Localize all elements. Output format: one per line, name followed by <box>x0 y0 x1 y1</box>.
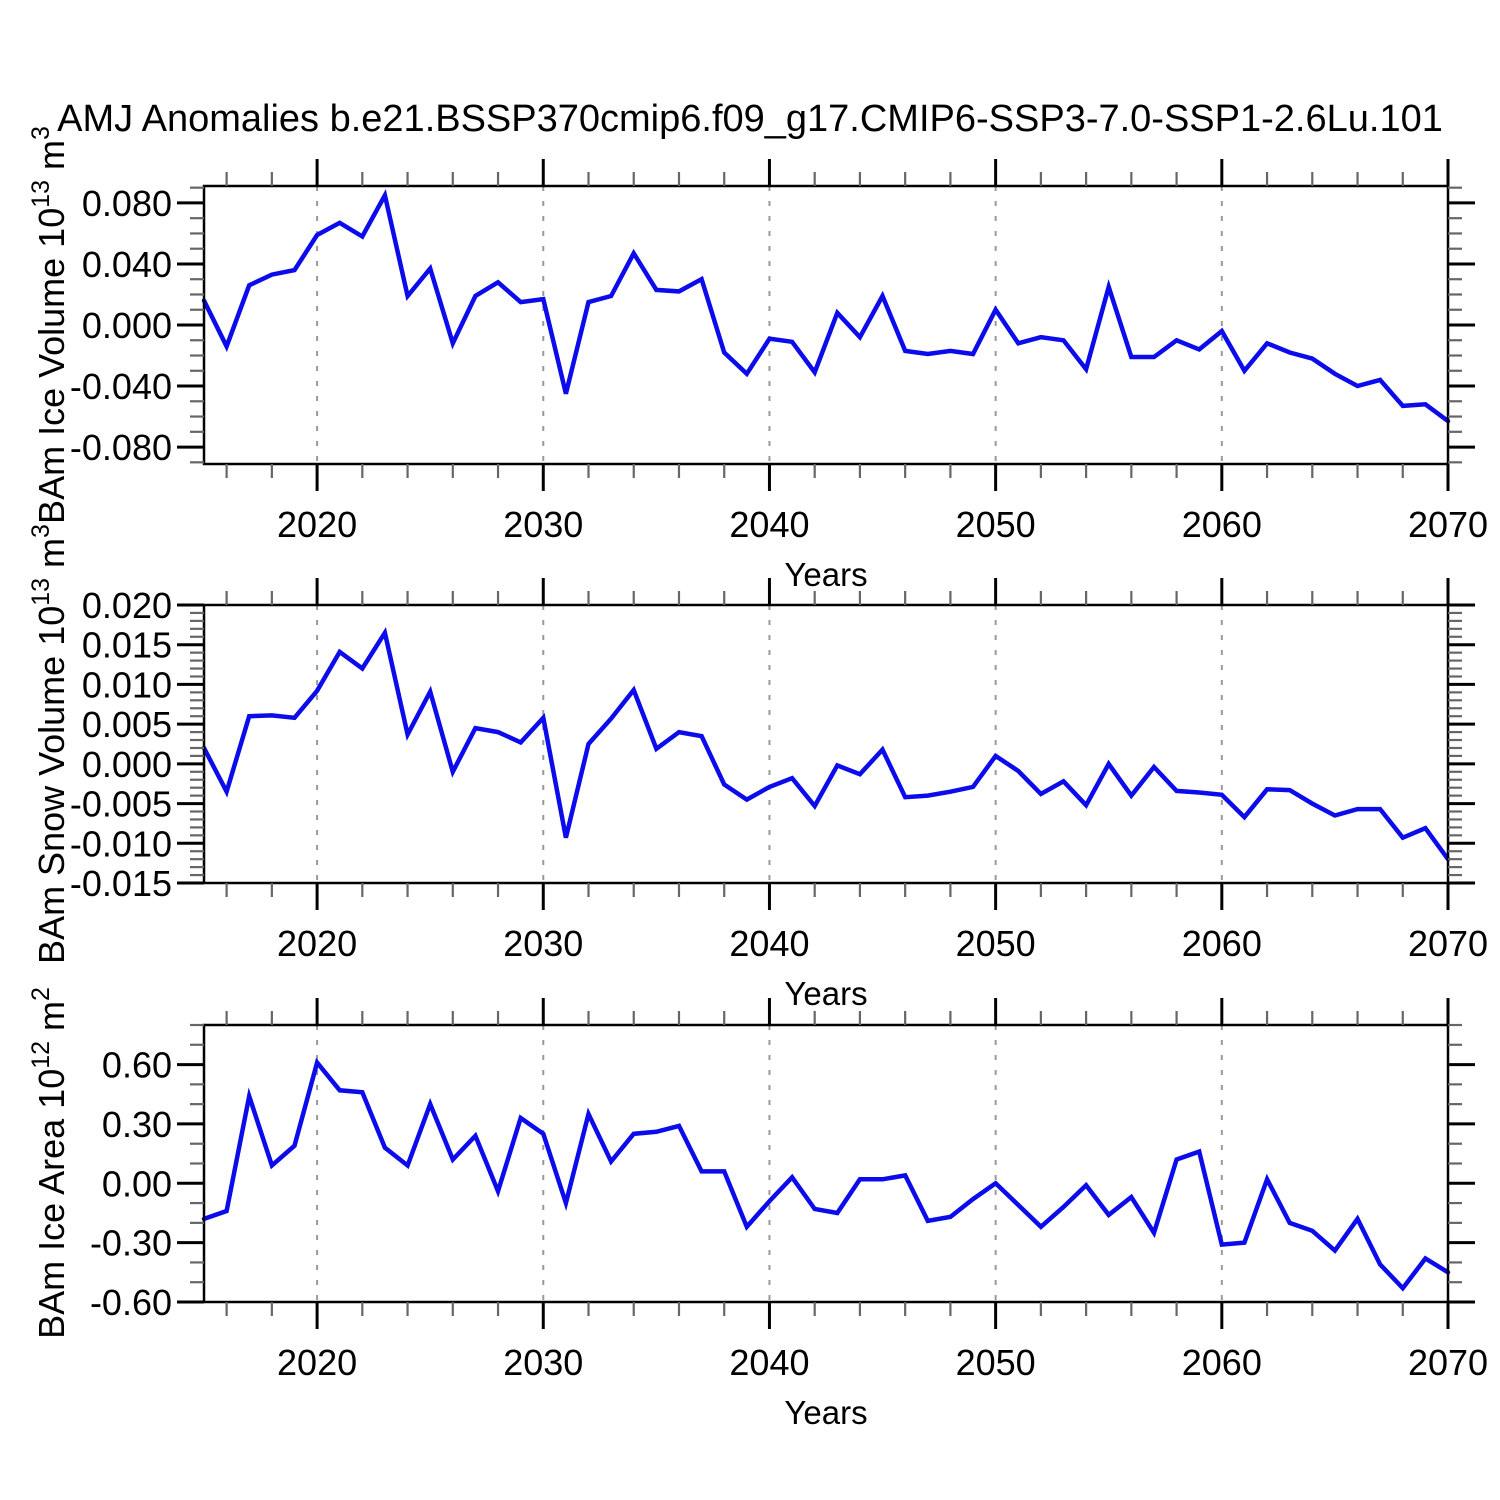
y-tick-label: 0.010 <box>82 664 172 705</box>
x-tick-label: 2050 <box>956 1342 1036 1383</box>
ice-area-plot-area: 2020 2030 2040 2050 2060 2070 0.60 0.30 0.00 -0.3… <box>90 998 1488 1383</box>
x-tick-label: 2050 <box>956 504 1036 545</box>
ice-volume-y-axis-title: BAm Ice Volume 1013 m3 <box>27 126 72 524</box>
panel-ice-area: 2020 2030 2040 2050 2060 2070 0.60 0.30 0.00 -0.3… <box>27 987 1488 1431</box>
ice-volume-plot-area: 2020 2030 2040 2050 2060 2070 0.080 0.040 0.000 -… <box>70 159 1488 545</box>
y-tick-label: -0.015 <box>70 863 172 904</box>
x-tick-label: 2040 <box>729 923 809 964</box>
panel-ice-volume: 2020 2030 2040 2050 2060 2070 0.080 0.040 0.000 -… <box>27 126 1488 593</box>
x-tick-label: 2060 <box>1182 504 1262 545</box>
x-tick-label: 2060 <box>1182 923 1262 964</box>
ice-area-x-axis-title: Years <box>784 1394 867 1431</box>
y-tick-label: -0.080 <box>70 427 172 468</box>
x-tick-label: 2060 <box>1182 1342 1262 1383</box>
x-tick-label: 2030 <box>503 1342 583 1383</box>
x-tick-label: 2020 <box>277 504 357 545</box>
ice-area-y-axis-title: BAm Ice Area 1012 m2 <box>27 987 72 1339</box>
plot-frame <box>202 1023 1450 1304</box>
x-tick-label: 2070 <box>1408 1342 1488 1383</box>
y-tick-label: -0.010 <box>70 823 172 864</box>
y-tick-label: -0.040 <box>70 366 172 407</box>
y-tick-label: 0.00 <box>102 1163 172 1204</box>
x-tick-label: 2040 <box>729 1342 809 1383</box>
figure-title: AMJ Anomalies b.e21.BSSP370cmip6.f09_g17… <box>57 98 1443 140</box>
snow-volume-y-axis-title: BAm Snow Volume 1013 m3 <box>27 524 72 964</box>
x-tick-label: 2070 <box>1408 504 1488 545</box>
y-tick-label: 0.040 <box>82 244 172 285</box>
x-tick-label: 2050 <box>956 923 1036 964</box>
y-tick-label: 0.080 <box>82 183 172 224</box>
ice-volume-x-axis-title: Years <box>784 556 867 593</box>
x-tick-label: 2030 <box>503 923 583 964</box>
y-tick-label: 0.60 <box>102 1045 172 1086</box>
y-tick-label: -0.60 <box>90 1282 172 1323</box>
y-tick-label: 0.30 <box>102 1104 172 1145</box>
x-tick-label: 2040 <box>729 504 809 545</box>
x-tick-label: 2030 <box>503 504 583 545</box>
y-tick-label: 0.020 <box>82 585 172 626</box>
snow-volume-x-axis-title: Years <box>784 975 867 1012</box>
snow-volume-plot-area: 2020 2030 2040 2050 2060 20700.0200.0150.0100… <box>70 578 1488 964</box>
panel-snow-volume: 2020 2030 2040 2050 2060 20700.0200.0150.0100… <box>27 524 1488 1012</box>
y-tick-label: 0.000 <box>82 744 172 785</box>
plot-frame <box>202 603 1450 885</box>
x-tick-label: 2070 <box>1408 923 1488 964</box>
y-tick-label: -0.30 <box>90 1223 172 1264</box>
y-tick-label: 0.005 <box>82 704 172 745</box>
bam-ice-volume-series-line <box>201 189 1451 424</box>
y-tick-label: 0.000 <box>82 305 172 346</box>
x-tick-label: 2020 <box>277 923 357 964</box>
y-tick-label: 0.015 <box>82 625 172 666</box>
bam-snow-volume-series-line <box>201 626 1451 862</box>
bam-ice-area-series-line <box>201 1057 1451 1292</box>
x-tick-label: 2020 <box>277 1342 357 1383</box>
y-tick-label: -0.005 <box>70 784 172 825</box>
